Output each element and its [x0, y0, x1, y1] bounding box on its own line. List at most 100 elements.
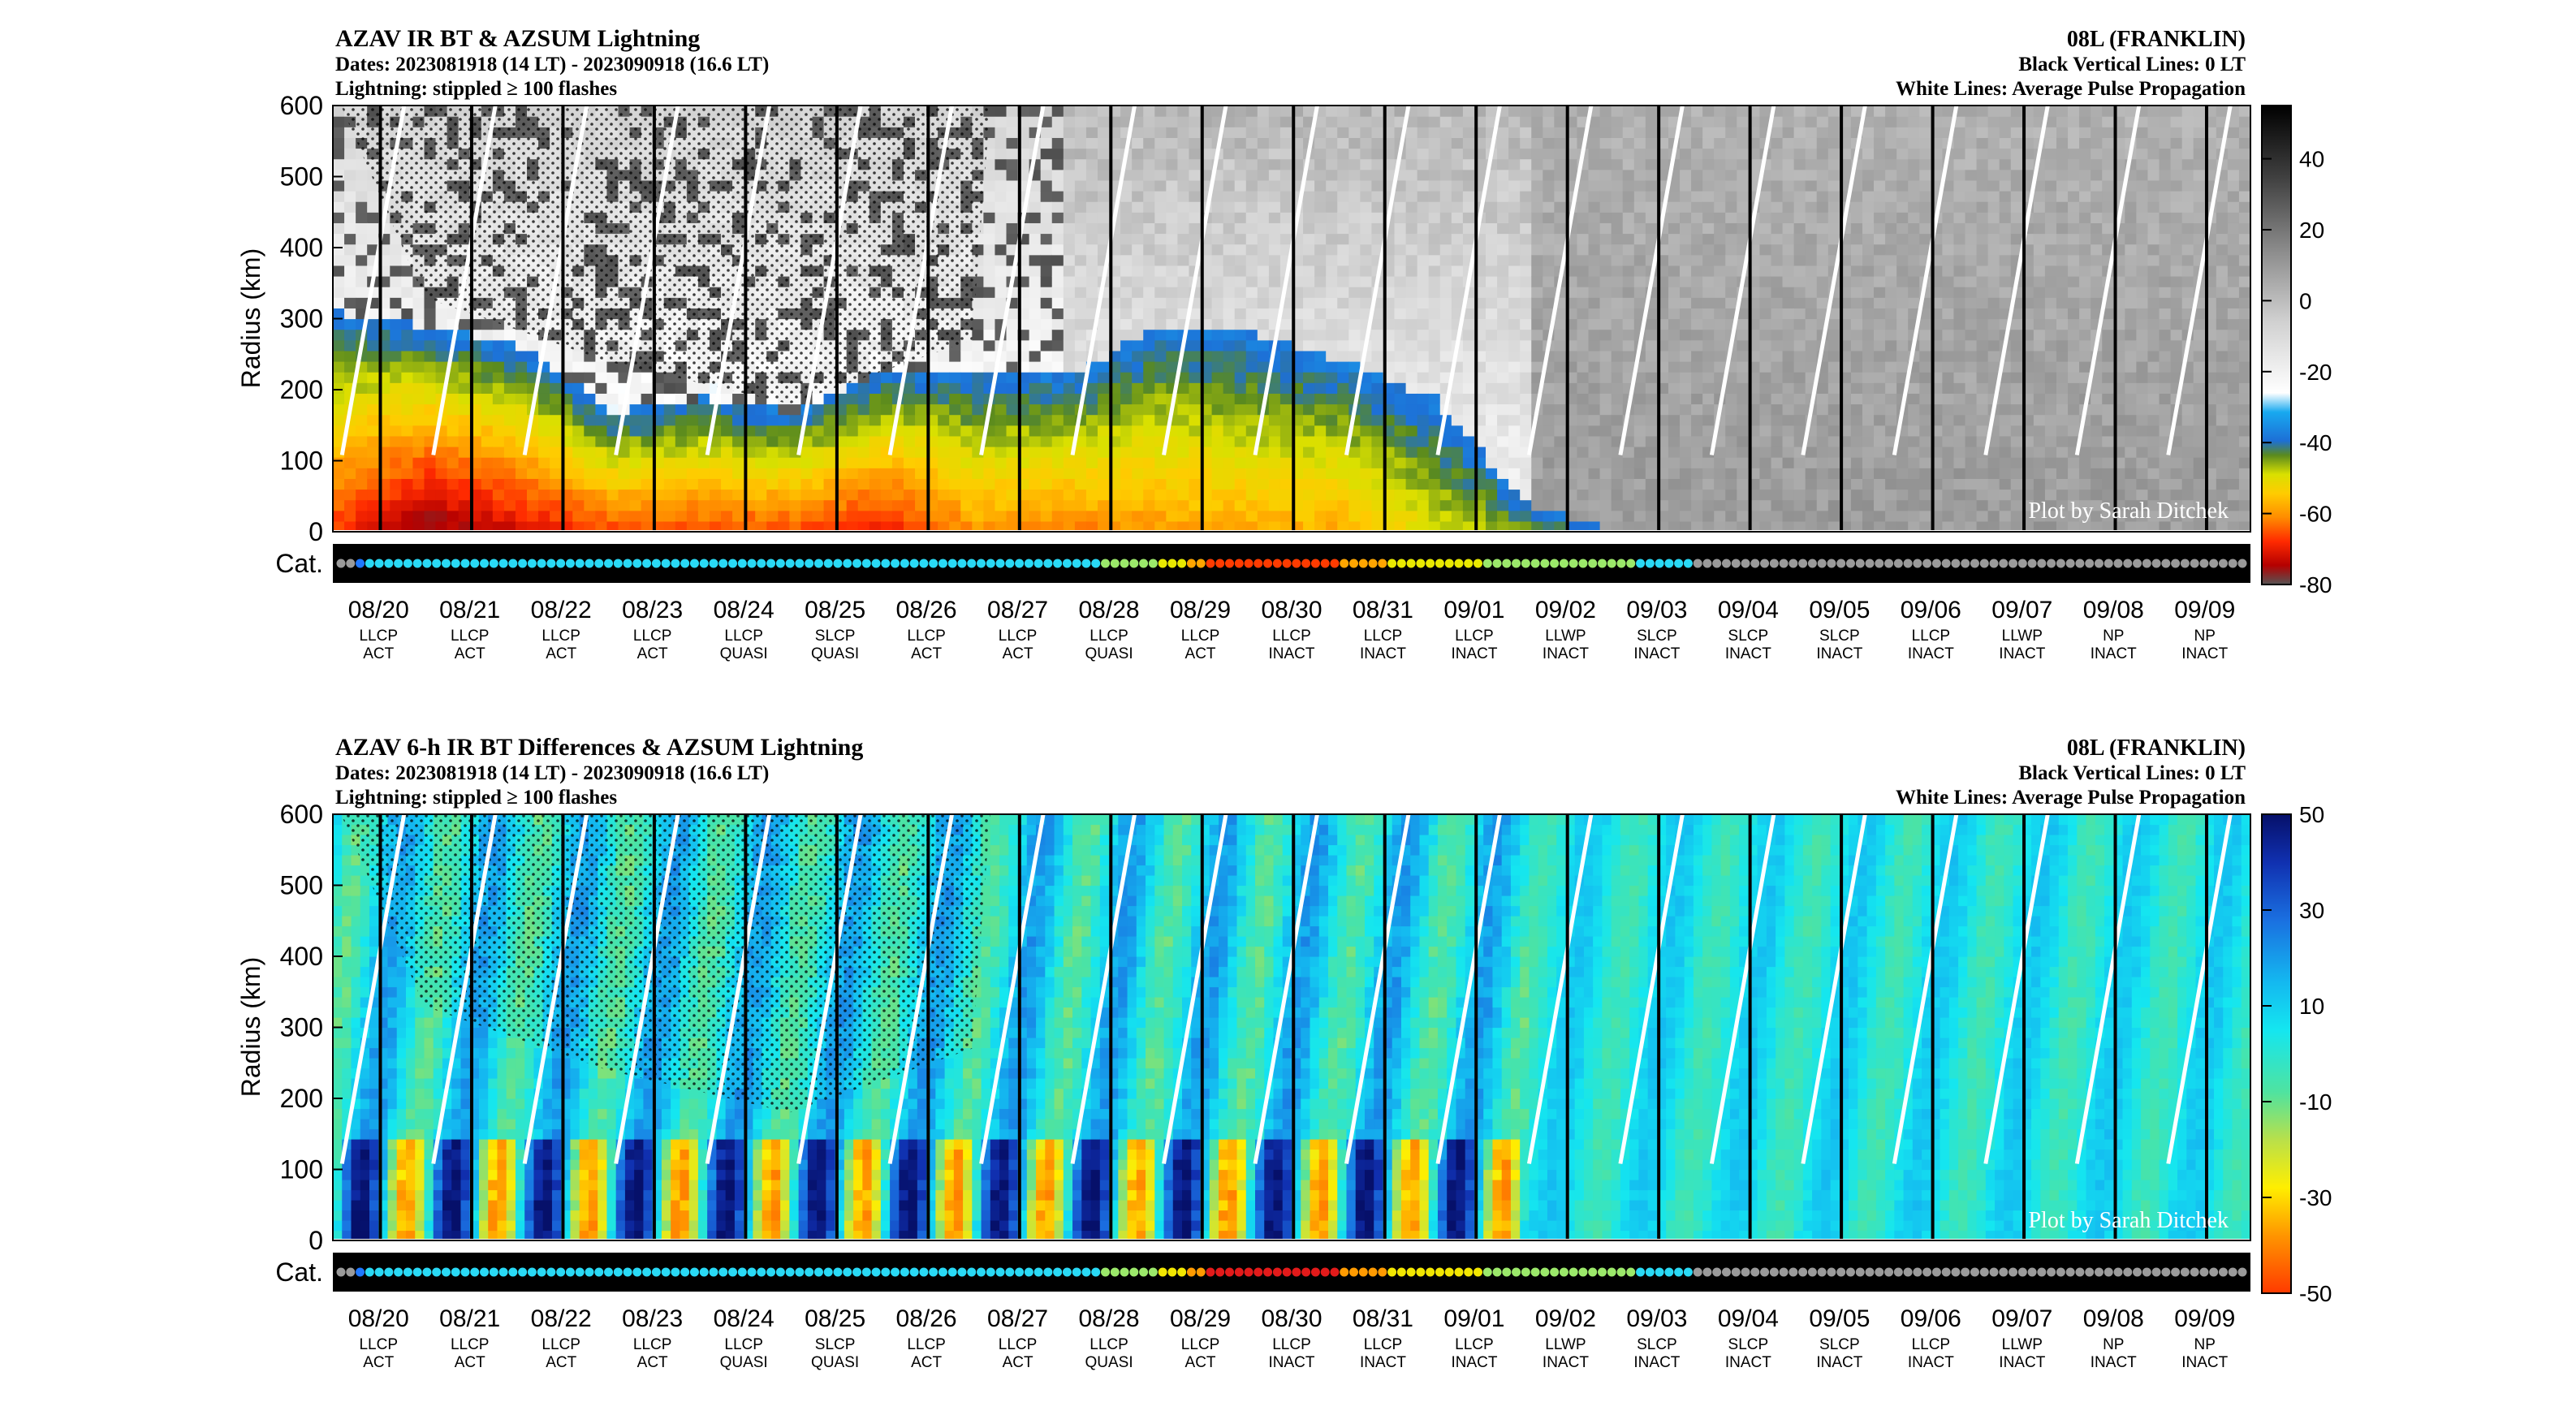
category-dot: [1645, 559, 1655, 568]
category-dot: [805, 1267, 814, 1277]
x-phase-label: NP: [2103, 1336, 2124, 1353]
category-dot: [1120, 559, 1129, 568]
category-dot: [412, 1267, 422, 1277]
category-dot: [1301, 1267, 1311, 1277]
category-dot: [470, 1267, 480, 1277]
category-dot: [2104, 1267, 2113, 1277]
category-dot: [1893, 1267, 1903, 1277]
x-phase-label: LLCP: [359, 1336, 398, 1353]
category-dot: [1148, 559, 1158, 568]
pulse-line: [1709, 814, 1776, 1164]
x-activity-label: ACT: [911, 645, 942, 662]
x-phase-label: SLCP: [1728, 1336, 1769, 1353]
category-dot: [1693, 1267, 1702, 1277]
x-date-label: 09/04: [1718, 1305, 1779, 1332]
category-dot: [1244, 559, 1253, 568]
x-activity-label: ACT: [455, 645, 485, 662]
category-dot: [1244, 1267, 1253, 1277]
x-date-label: 08/21: [439, 1305, 500, 1332]
x-activity-label: INACT: [1725, 645, 1771, 662]
category-dot: [1272, 559, 1282, 568]
category-dot: [1139, 559, 1149, 568]
category-dot: [995, 559, 1005, 568]
panel1-x-labels: 08/20LLCPACT08/21LLCPACT08/22LLCPACT08/2…: [348, 597, 2236, 662]
category-dot: [1282, 1267, 1292, 1277]
category-dot: [1482, 1267, 1492, 1277]
category-dot: [1875, 559, 1884, 568]
x-date-label: 09/09: [2174, 597, 2235, 623]
category-dot: [1081, 1267, 1091, 1277]
category-dot: [1951, 1267, 1961, 1277]
category-dot: [432, 559, 442, 568]
category-dot: [422, 559, 432, 568]
category-dot: [1358, 559, 1368, 568]
category-dot: [2056, 1267, 2065, 1277]
category-dot: [460, 559, 470, 568]
panel2-black-lines-note: Black Vertical Lines: 0 LT: [2018, 762, 2246, 784]
category-dot: [470, 559, 480, 568]
category-dot: [1072, 1267, 1081, 1277]
x-date-label: 08/29: [1170, 597, 1231, 623]
category-dot: [1091, 559, 1101, 568]
y-tick-label: 500: [280, 162, 323, 192]
category-dot: [1416, 1267, 1426, 1277]
category-dot: [757, 1267, 766, 1277]
x-phase-label: LLCP: [724, 1336, 763, 1353]
category-dot: [1378, 1267, 1387, 1277]
category-dot: [1225, 559, 1234, 568]
category-dot: [689, 1267, 699, 1277]
category-dot: [604, 1267, 614, 1277]
category-dot: [2237, 559, 2247, 568]
x-date-label: 08/31: [1353, 597, 1413, 623]
category-dot: [1435, 1267, 1444, 1277]
y-tick-label: 0: [309, 517, 323, 546]
pulse-line: [1435, 814, 1502, 1164]
category-dot: [1158, 1267, 1167, 1277]
category-dot: [1129, 1267, 1139, 1277]
category-dot: [1865, 1267, 1875, 1277]
x-activity-label: ACT: [1003, 645, 1033, 662]
category-dot: [1272, 1267, 1282, 1277]
panel1-subtitle-2: Lightning: stippled ≥ 100 flashes: [335, 78, 617, 100]
x-activity-label: QUASI: [720, 645, 768, 662]
x-phase-label: LLCP: [907, 628, 946, 645]
pulse-line: [1526, 106, 1594, 455]
category-dot: [671, 1267, 680, 1277]
category-dot: [2075, 559, 2085, 568]
category-dot: [527, 559, 537, 568]
category-dot: [1607, 559, 1616, 568]
category-dot: [2228, 1267, 2237, 1277]
category-dot: [412, 559, 422, 568]
category-dot: [1512, 559, 1521, 568]
pulse-line: [614, 814, 680, 1164]
category-dot: [651, 559, 661, 568]
pulse-line: [431, 814, 498, 1164]
category-dot: [546, 1267, 556, 1277]
category-dot: [1473, 559, 1482, 568]
panel-ir-bt-diff: AZAV 6-h IR BT Differences & AZSUM Light…: [236, 734, 2332, 1371]
category-dot: [642, 559, 652, 568]
pulse-line: [796, 106, 863, 455]
colorbar-tick-label: 20: [2299, 218, 2324, 243]
panel2-category-dots: [336, 1267, 2247, 1277]
x-activity-label: INACT: [1999, 1354, 2045, 1371]
panel2-category-label: Cat.: [275, 1257, 323, 1287]
x-date-label: 08/30: [1261, 597, 1322, 623]
category-dot: [2009, 1267, 2018, 1277]
category-dot: [718, 559, 728, 568]
category-dot: [1530, 559, 1540, 568]
x-phase-label: LLCP: [1272, 1336, 1311, 1353]
category-dot: [585, 559, 594, 568]
category-dot: [1101, 559, 1111, 568]
x-date-label: 08/30: [1261, 1305, 1322, 1332]
category-dot: [795, 559, 805, 568]
category-dot: [909, 1267, 919, 1277]
panel2-overlay: [333, 814, 2250, 1240]
category-dot: [1588, 1267, 1598, 1277]
category-dot: [823, 1267, 833, 1277]
x-date-label: 09/05: [1809, 597, 1870, 623]
x-phase-label: LLCP: [451, 1336, 490, 1353]
category-dot: [2199, 1267, 2209, 1277]
category-dot: [1550, 1267, 1560, 1277]
category-dot: [2171, 559, 2181, 568]
